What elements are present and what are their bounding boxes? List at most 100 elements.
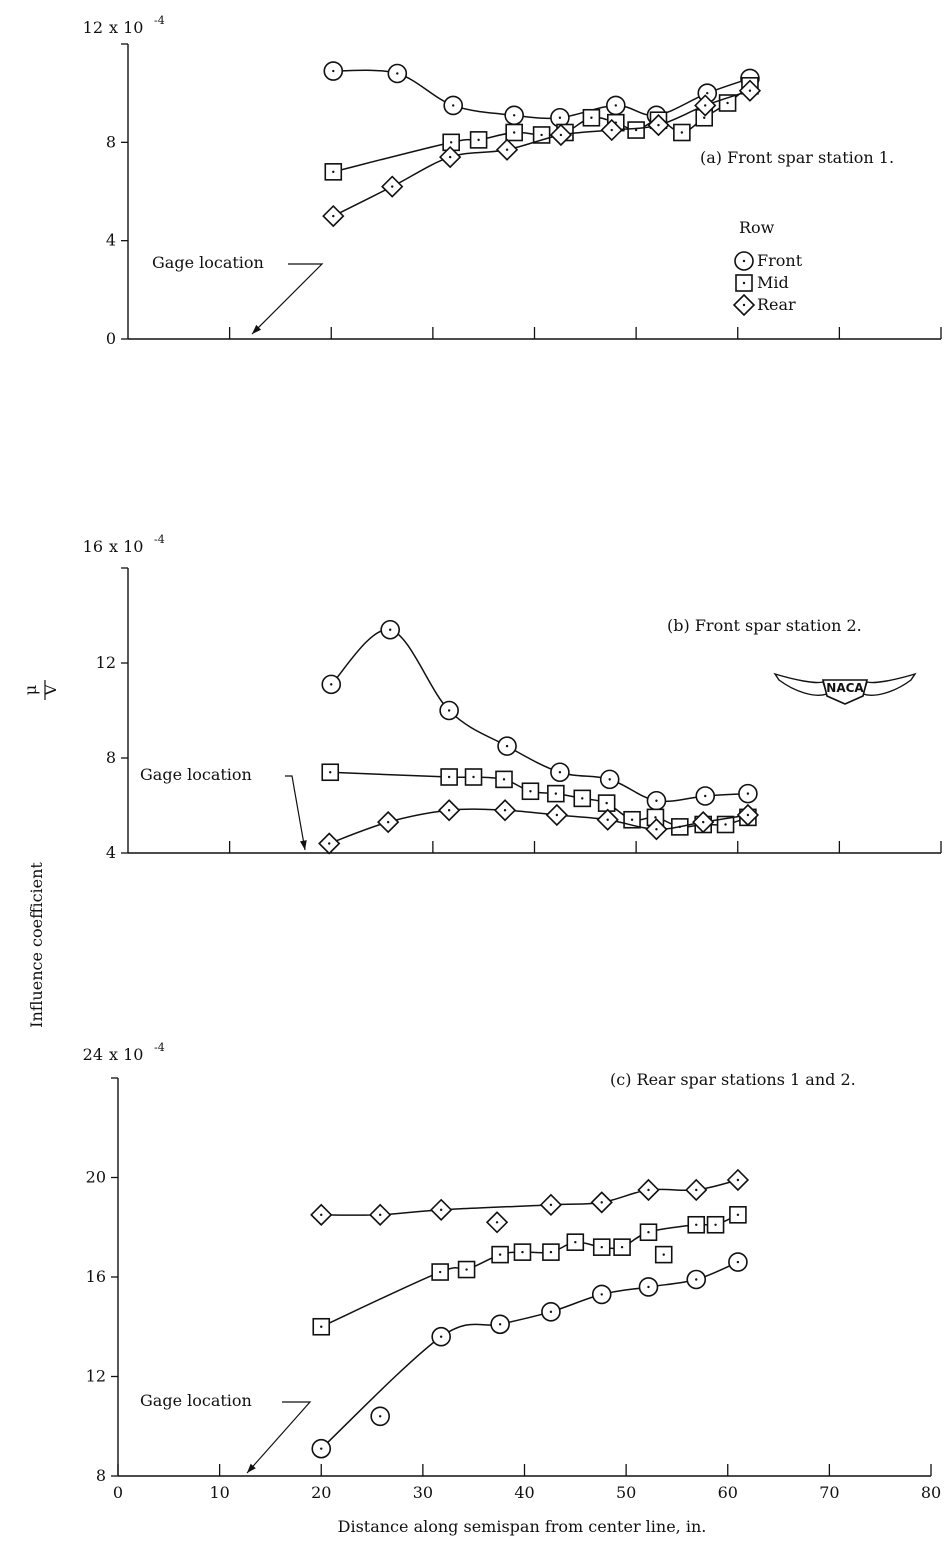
data-point-front-center-dot [608, 778, 611, 781]
data-point-mid-center-dot [529, 790, 532, 793]
data-point-mid-center-dot [521, 1250, 524, 1254]
series-curve-mid [320, 1214, 739, 1328]
y-tick-label: 12 [83, 18, 103, 37]
legend-label-front: Front [757, 251, 803, 270]
data-point-mid-center-dot [703, 116, 706, 119]
data-point-mid-center-dot [695, 1223, 698, 1226]
data-point-rear-center-dot [748, 89, 752, 92]
data-point-rear-center-dot [320, 1213, 323, 1217]
data-point-mid-center-dot [449, 141, 453, 144]
series-curve-front [330, 628, 748, 803]
data-point-rear-center-dot [655, 828, 658, 831]
legend-label-rear: Rear [757, 295, 796, 314]
panel-title: (c) Rear spar stations 1 and 2. [610, 1070, 856, 1089]
panel-title: (a) Front spar station 1. [700, 148, 894, 167]
data-point-front-center-dot [558, 771, 562, 774]
data-point-rear-center-dot [610, 128, 613, 132]
data-point-front-center-dot [558, 116, 562, 119]
gage-location-arrow [252, 324, 262, 334]
data-point-rear-center-dot [448, 155, 452, 159]
y-axis-title-text: Influence coefficient [27, 862, 46, 1028]
data-point-front-center-dot [378, 1415, 382, 1418]
y-tick-label: 8 [106, 748, 116, 767]
panel-b: 4 8 12 16 x 10 -4 (b) Front spar station 2. Gag… [83, 533, 942, 862]
data-point-front-center-dot [655, 799, 658, 802]
gage-location-arrow [247, 1463, 256, 1473]
legend-label-mid: Mid [757, 273, 789, 292]
data-point-front-center-dot [320, 1447, 323, 1450]
data-point-front-center-dot [704, 794, 707, 798]
data-point-front-center-dot [695, 1278, 698, 1281]
data-point-mid-center-dot [502, 778, 506, 781]
data-point-rear-center-dot [503, 809, 507, 812]
data-point-front-center-dot [396, 72, 399, 75]
y-axis-multiplier: x 10 [109, 1045, 143, 1064]
data-point-front-center-dot [498, 1323, 502, 1326]
data-point-rear-center-dot [386, 820, 390, 824]
y-axis-fraction-denominator: V [41, 684, 60, 697]
y-axis-multiplier: x 10 [109, 18, 143, 37]
data-point-mid-center-dot [554, 792, 558, 795]
data-point-front-center-dot [736, 1260, 740, 1264]
y-axis-multiplier-exponent: -4 [154, 14, 165, 27]
naca-logo-text: NACA [826, 681, 864, 695]
data-point-rear-center-dot [704, 104, 707, 107]
data-point-front-center-dot [332, 69, 335, 73]
data-point-rear-center-dot [746, 813, 750, 817]
gage-location-label: Gage location [140, 1391, 252, 1410]
y-tick-label: 8 [106, 132, 116, 151]
data-point-mid-center-dot [726, 101, 729, 105]
data-point-rear-center-dot [447, 809, 451, 812]
data-point-rear-center-dot [332, 214, 335, 218]
data-point-mid-center-dot [590, 116, 593, 119]
data-point-rear-center-dot [701, 820, 705, 824]
data-point-mid-center-dot [630, 818, 634, 821]
data-point-mid-center-dot [714, 1223, 717, 1226]
data-point-mid-center-dot [736, 1213, 740, 1217]
data-point-mid-center-dot [724, 823, 727, 826]
y-tick-label: 12 [96, 653, 116, 672]
panel-a: 0 4 8 12 x 10 -4 (a) Front spar station 1. Gage… [83, 14, 942, 348]
data-point-mid-center-dot [549, 1250, 553, 1254]
y-axis-multiplier-exponent: -4 [154, 1041, 165, 1054]
data-point-mid-center-dot [465, 1268, 468, 1271]
data-point-rear-center-dot [647, 1188, 650, 1192]
x-tick-label: 0 [113, 1483, 123, 1502]
data-point-mid-center-dot [620, 1245, 624, 1249]
y-tick-label: 16 [86, 1267, 106, 1286]
data-point-mid-center-dot [662, 1253, 665, 1256]
data-point-rear-center-dot [695, 1188, 698, 1192]
data-point-mid-center-dot [647, 1231, 650, 1234]
data-point-mid-center-dot [477, 138, 480, 142]
data-point-mid-center-dot [447, 775, 451, 779]
data-point-front-center-dot [452, 104, 455, 107]
y-axis-multiplier: x 10 [109, 537, 143, 556]
data-point-mid-center-dot [320, 1325, 323, 1328]
data-point-rear-center-dot [505, 148, 509, 151]
data-point-mid-center-dot [654, 816, 657, 819]
data-point-front-center-dot [447, 709, 451, 712]
naca-logo: NACA [773, 672, 917, 705]
data-point-mid-center-dot [605, 801, 608, 805]
gage-location-label: Gage location [140, 765, 252, 784]
data-point-rear-center-dot [736, 1178, 740, 1182]
data-point-front-center-dot [512, 114, 516, 117]
data-point-mid-center-dot [634, 128, 638, 132]
y-tick-label: 24 [83, 1045, 103, 1064]
data-point-front-center-dot [600, 1293, 603, 1296]
x-tick-label: 50 [616, 1483, 636, 1502]
data-point-mid-center-dot [498, 1253, 502, 1256]
data-point-mid-center-dot [512, 131, 516, 134]
legend-title: Row [739, 218, 775, 237]
y-tick-label: 12 [86, 1367, 106, 1386]
data-point-mid-center-dot [332, 170, 335, 174]
data-point-rear-center-dot [495, 1221, 499, 1224]
data-point-mid-center-dot [680, 131, 684, 134]
x-tick-label: 40 [514, 1483, 534, 1502]
y-tick-label: 20 [86, 1168, 106, 1187]
data-point-mid-center-dot [472, 775, 475, 779]
data-point-front-center-dot [614, 104, 617, 107]
y-tick-label: 4 [106, 231, 116, 250]
data-point-front-center-dot [549, 1310, 553, 1314]
